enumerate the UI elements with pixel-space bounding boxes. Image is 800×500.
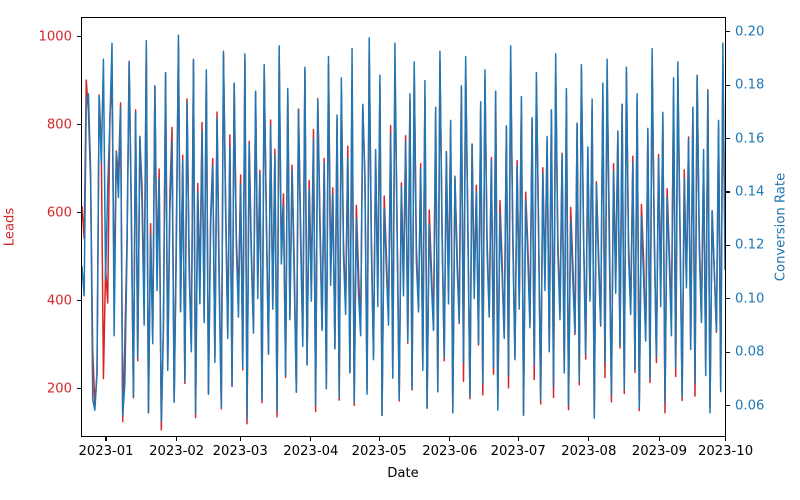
x-axis-tick-label: 2023-05 xyxy=(351,444,407,459)
x-axis-tick-mark xyxy=(588,437,590,441)
y-axis-left-tick-mark xyxy=(77,36,81,38)
x-axis-tick-mark xyxy=(724,437,727,441)
x-axis-tick-label: 2023-06 xyxy=(422,444,478,459)
y-axis-left-tick-label: 200 xyxy=(46,381,72,397)
y-axis-left-title: Leads xyxy=(2,207,18,247)
y-axis-right-tick-label: 0.10 xyxy=(735,291,765,307)
x-axis-tick-mark xyxy=(105,437,107,441)
line-series-conversion-rate xyxy=(82,34,725,422)
plot-area xyxy=(81,17,726,437)
y-axis-left-tick-label: 1000 xyxy=(38,29,72,45)
y-axis-right-tick-label: 0.08 xyxy=(735,344,765,360)
y-axis-right-tick-mark xyxy=(726,298,730,300)
x-axis-tick-mark xyxy=(239,437,241,441)
y-axis-right-tick-mark xyxy=(726,84,730,86)
x-axis-tick-label: 2023-09 xyxy=(631,444,687,459)
y-axis-right-tick-mark xyxy=(726,351,730,353)
y-axis-right-tick-label: 0.20 xyxy=(735,24,765,40)
y-axis-right-tick-mark xyxy=(726,191,730,193)
x-axis-tick-mark xyxy=(176,437,178,441)
x-axis-tick-label: 2023-10 xyxy=(697,444,754,459)
series-layer xyxy=(82,34,725,431)
y-axis-left-tick-mark xyxy=(77,212,81,214)
y-axis-left-tick-label: 400 xyxy=(46,293,72,309)
y-axis-right-tick-mark xyxy=(726,31,730,33)
y-axis-left-tick-mark xyxy=(77,124,81,126)
y-axis-right-tick-mark xyxy=(726,405,730,407)
x-axis-tick-label: 2023-07 xyxy=(490,444,546,459)
y-axis-right-title: Conversion Rate xyxy=(773,172,789,282)
x-axis-tick-label: 2023-02 xyxy=(149,444,205,459)
y-axis-right-tick-label: 0.12 xyxy=(735,237,765,253)
y-axis-right-tick-label: 0.16 xyxy=(735,130,765,146)
x-axis-tick-mark xyxy=(310,437,312,441)
y-axis-right-tick-mark xyxy=(726,244,730,246)
x-axis-tick-mark xyxy=(378,437,380,441)
x-axis-tick-label: 2023-01 xyxy=(78,444,134,459)
y-axis-right-tick-mark xyxy=(726,138,730,140)
x-axis-tick-mark xyxy=(449,437,451,441)
y-axis-left-tick-mark xyxy=(77,300,81,302)
x-axis-title: Date xyxy=(387,466,419,481)
x-axis-tick-label: 2023-08 xyxy=(561,444,617,459)
y-axis-right-tick-label: 0.14 xyxy=(735,184,765,200)
y-axis-right-tick-label: 0.18 xyxy=(735,77,765,93)
y-axis-left-tick-label: 600 xyxy=(46,205,72,221)
x-axis-tick-label: 2023-03 xyxy=(212,444,268,459)
y-axis-left-tick-mark xyxy=(77,388,81,390)
y-axis-left-tick-label: 800 xyxy=(46,117,72,133)
y-axis-right-tick-label: 0.06 xyxy=(735,398,765,414)
x-axis-tick-mark xyxy=(517,437,519,441)
x-axis-tick-mark xyxy=(658,437,660,441)
x-axis-tick-label: 2023-04 xyxy=(283,444,339,459)
